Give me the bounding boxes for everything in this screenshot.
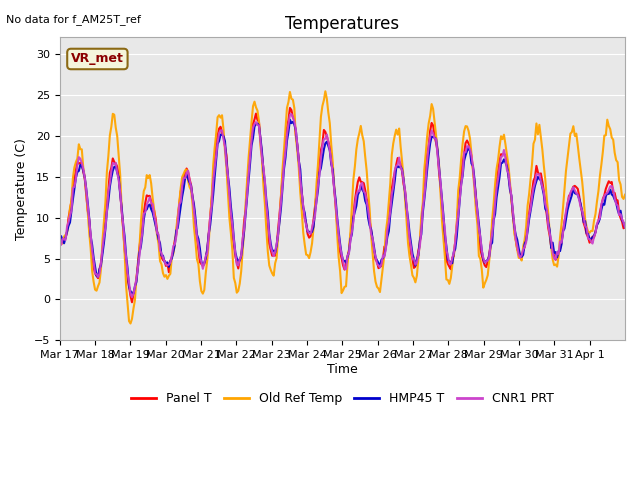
X-axis label: Time: Time bbox=[327, 363, 358, 376]
Text: No data for f_AM25T_ref: No data for f_AM25T_ref bbox=[6, 14, 141, 25]
Title: Temperatures: Temperatures bbox=[285, 15, 399, 33]
Legend: Panel T, Old Ref Temp, HMP45 T, CNR1 PRT: Panel T, Old Ref Temp, HMP45 T, CNR1 PRT bbox=[125, 387, 559, 410]
Text: VR_met: VR_met bbox=[71, 52, 124, 65]
Y-axis label: Temperature (C): Temperature (C) bbox=[15, 138, 28, 240]
